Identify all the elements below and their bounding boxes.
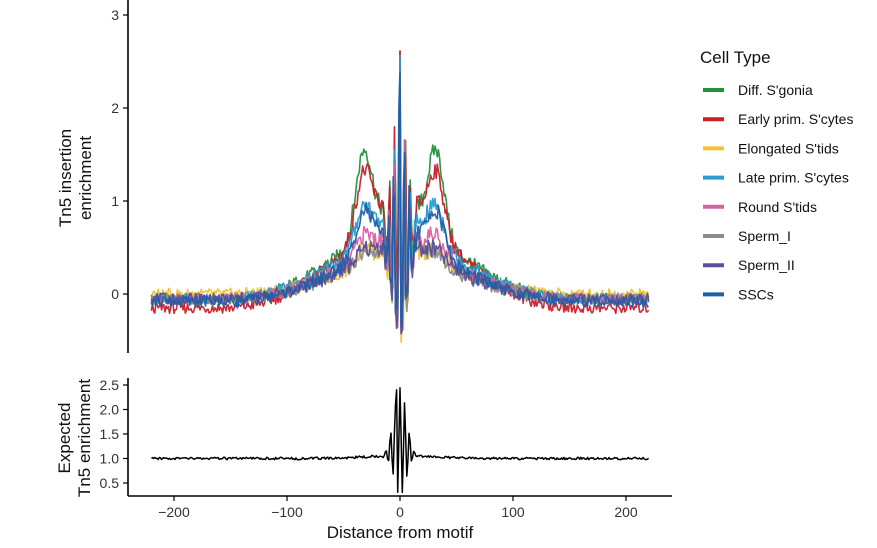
bottom-y-axis-label-line1: Expected — [55, 403, 74, 474]
legend-label: Round S'tids — [738, 199, 817, 215]
bottom-y-tick-label: 1.0 — [100, 451, 120, 467]
x-tick-label: 100 — [501, 504, 525, 520]
top-y-axis-label-line2: enrichment — [76, 136, 95, 220]
top-y-tick-label: 2 — [111, 100, 119, 116]
legend-label: SSCs — [738, 286, 774, 302]
top-y-ticks: 0 1 2 3 — [111, 7, 128, 302]
legend: Cell Type Diff. S'gonia Early prim. S'cyt… — [700, 48, 853, 302]
series-line-1 — [150, 50, 650, 315]
bottom-y-tick-label: 0.5 — [100, 475, 120, 491]
bottom-y-ticks: 0.5 1.0 1.5 2.0 2.5 — [100, 377, 128, 491]
legend-label: Late prim. S'cytes — [738, 170, 849, 186]
x-tick-label: −200 — [158, 504, 190, 520]
top-y-tick-label: 1 — [111, 193, 119, 209]
legend-label: Sperm_I — [738, 228, 791, 244]
bottom-y-tick-label: 2.0 — [100, 402, 120, 418]
legend-label: Elongated S'tids — [738, 140, 839, 156]
x-axis-label: Distance from motif — [327, 523, 474, 542]
x-tick-label: −100 — [271, 504, 303, 520]
legend-label: Diff. S'gonia — [738, 82, 813, 98]
expected-enrichment-line — [151, 387, 650, 494]
x-tick-label: 0 — [396, 504, 404, 520]
bottom-y-tick-label: 2.5 — [100, 377, 120, 393]
legend-label: Sperm_II — [738, 257, 795, 273]
top-y-tick-label: 3 — [111, 7, 119, 23]
bottom-y-tick-label: 1.5 — [100, 426, 120, 442]
series-line-7 — [150, 71, 650, 328]
bottom-panel: 0.5 1.0 1.5 2.0 2.5 −200 −100 0 100 200 Expected… — [55, 377, 672, 542]
x-tick-label: 200 — [614, 504, 638, 520]
top-y-axis-label-line1: Tn5 insertion — [56, 129, 75, 227]
top-y-tick-label: 0 — [111, 286, 119, 302]
bottom-y-axis-label-line2: Tn5 enrichment — [75, 379, 94, 497]
bottom-x-ticks: −200 −100 0 100 200 — [158, 496, 638, 520]
top-series-lines — [150, 50, 650, 344]
top-panel: 0 1 2 3 Tn5 insertion enrichment — [56, 0, 650, 353]
bottom-series-lines — [151, 387, 650, 494]
legend-items: Diff. S'gonia Early prim. S'cytes Elongate… — [703, 82, 853, 302]
legend-title: Cell Type — [700, 48, 771, 67]
legend-label: Early prim. S'cytes — [738, 111, 853, 127]
